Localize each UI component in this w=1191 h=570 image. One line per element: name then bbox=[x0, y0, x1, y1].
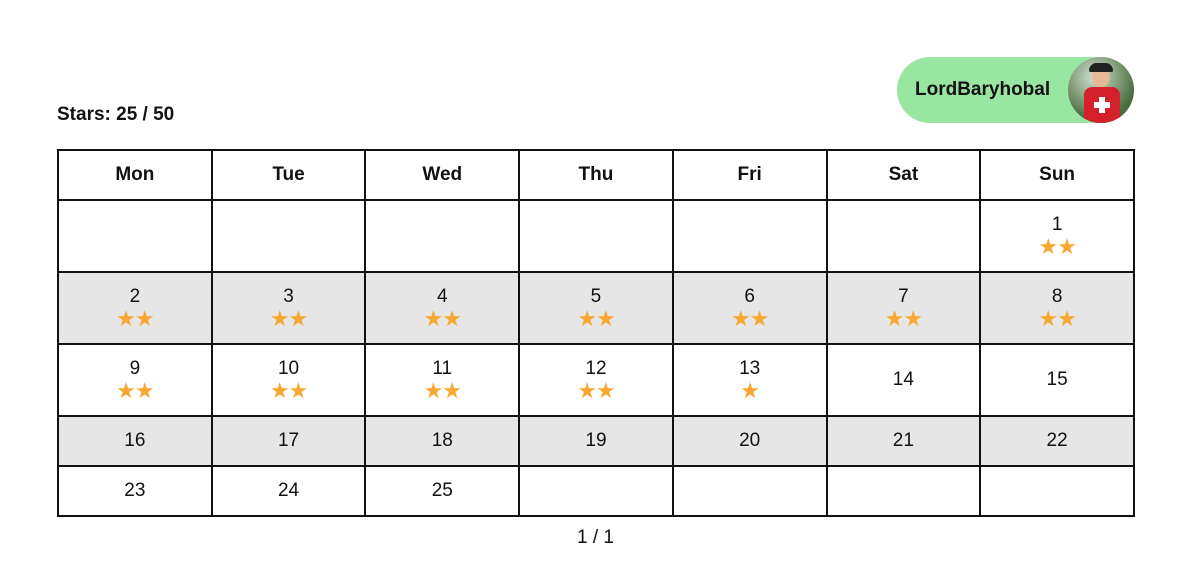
calendar-day-cell[interactable]: 25 bbox=[364, 465, 521, 517]
day-number: 23 bbox=[124, 480, 146, 501]
day-number: 16 bbox=[124, 430, 146, 451]
empty-cell bbox=[57, 199, 213, 273]
day-number: 6 bbox=[744, 286, 755, 307]
day-number: 7 bbox=[898, 286, 909, 307]
weekday-header: Wed bbox=[364, 149, 521, 201]
day-number: 21 bbox=[892, 430, 914, 451]
star-icons: ★★ bbox=[269, 306, 308, 331]
empty-cell bbox=[518, 465, 674, 517]
star-icons: ★★ bbox=[423, 378, 462, 403]
user-badge[interactable]: LordBaryhobal bbox=[897, 57, 1134, 123]
weekday-header: Mon bbox=[57, 149, 213, 201]
day-number: 3 bbox=[283, 286, 294, 307]
calendar-day-cell[interactable]: 3 ★★ bbox=[210, 271, 367, 345]
star-icons: ★★ bbox=[1038, 306, 1076, 331]
day-number: 1 bbox=[1051, 214, 1063, 235]
calendar-week-row: 23 24 25 bbox=[57, 465, 1135, 517]
day-number: 22 bbox=[1046, 430, 1068, 451]
empty-cell bbox=[979, 465, 1135, 517]
calendar-week-row: 16 17 18 19 20 21 22 bbox=[57, 415, 1135, 467]
star-icons: ★★ bbox=[423, 306, 462, 331]
star-icons: ★★ bbox=[577, 378, 615, 403]
calendar-day-cell[interactable]: 20 bbox=[671, 415, 828, 467]
day-number: 24 bbox=[277, 480, 300, 501]
empty-cell bbox=[671, 199, 828, 273]
day-number: 13 bbox=[739, 358, 761, 379]
stars-summary: Stars: 25 / 50 bbox=[57, 104, 175, 125]
calendar-day-cell[interactable]: 24 bbox=[210, 465, 367, 517]
calendar-day-cell[interactable]: 10 ★★ bbox=[210, 343, 367, 417]
calendar-day-cell[interactable]: 15 bbox=[979, 343, 1135, 417]
day-number: 2 bbox=[129, 286, 141, 307]
calendar-day-cell[interactable]: 11 ★★ bbox=[364, 343, 521, 417]
avatar bbox=[1068, 57, 1134, 123]
calendar-day-cell[interactable]: 1 ★★ bbox=[979, 199, 1135, 273]
empty-cell bbox=[825, 465, 982, 517]
calendar-day-cell[interactable]: 4 ★★ bbox=[364, 271, 521, 345]
weekday-header: Sun bbox=[979, 149, 1135, 201]
day-number: 20 bbox=[739, 430, 761, 451]
day-number: 5 bbox=[590, 286, 602, 307]
weekday-header: Sat bbox=[825, 149, 982, 201]
empty-cell bbox=[518, 199, 674, 273]
pagination: 1 / 1 bbox=[577, 527, 614, 548]
day-number: 10 bbox=[277, 358, 300, 379]
calendar-week-row: 2 ★★ 3 ★★ 4 ★★ 5 ★★ 6 ★★ 7 ★★ 8 ★★ bbox=[57, 271, 1135, 345]
calendar-header-row: Mon Tue Wed Thu Fri Sat Sun bbox=[57, 149, 1135, 201]
star-icons: ★★ bbox=[577, 306, 615, 331]
calendar-day-cell[interactable]: 5 ★★ bbox=[518, 271, 674, 345]
calendar-day-cell[interactable]: 2 ★★ bbox=[57, 271, 213, 345]
weekday-header: Fri bbox=[671, 149, 828, 201]
calendar-day-cell[interactable]: 23 bbox=[57, 465, 213, 517]
calendar-day-cell[interactable]: 22 bbox=[979, 415, 1135, 467]
empty-cell bbox=[364, 199, 521, 273]
weekday-header: Tue bbox=[210, 149, 367, 201]
star-icons: ★★ bbox=[269, 378, 308, 403]
calendar-day-cell[interactable]: 19 bbox=[518, 415, 674, 467]
day-number: 9 bbox=[129, 358, 141, 379]
day-number: 15 bbox=[1046, 369, 1068, 390]
star-icons: ★ bbox=[740, 378, 760, 403]
weekday-header: Thu bbox=[518, 149, 674, 201]
day-number: 25 bbox=[431, 480, 453, 501]
calendar-day-cell[interactable]: 8 ★★ bbox=[979, 271, 1135, 345]
day-number: 19 bbox=[585, 430, 607, 451]
calendar-day-cell[interactable]: 21 bbox=[825, 415, 982, 467]
day-number: 8 bbox=[1051, 286, 1063, 307]
calendar-day-cell[interactable]: 17 bbox=[210, 415, 367, 467]
calendar-week-row: 9 ★★ 10 ★★ 11 ★★ 12 ★★ 13 ★ 14 15 bbox=[57, 343, 1135, 417]
day-number: 14 bbox=[892, 369, 914, 390]
day-number: 11 bbox=[432, 358, 453, 379]
day-number: 18 bbox=[431, 430, 453, 451]
calendar-day-cell[interactable]: 9 ★★ bbox=[57, 343, 213, 417]
calendar-grid: Mon Tue Wed Thu Fri Sat Sun 1 ★★ 2 ★★ 3 ★★ 4 ★★ 5 ★★ 6 ★★… bbox=[57, 149, 1135, 517]
calendar-day-cell[interactable]: 6 ★★ bbox=[671, 271, 828, 345]
calendar-day-cell[interactable]: 13 ★ bbox=[671, 343, 828, 417]
username: LordBaryhobal bbox=[915, 79, 1051, 100]
star-icons: ★★ bbox=[116, 306, 154, 331]
empty-cell bbox=[671, 465, 828, 517]
star-icons: ★★ bbox=[884, 306, 923, 331]
empty-cell bbox=[825, 199, 982, 273]
star-icons: ★★ bbox=[1038, 234, 1076, 259]
calendar-day-cell[interactable]: 14 bbox=[825, 343, 982, 417]
day-number: 4 bbox=[436, 286, 448, 307]
calendar-day-cell[interactable]: 12 ★★ bbox=[518, 343, 674, 417]
day-number: 17 bbox=[277, 430, 300, 451]
calendar-day-cell[interactable]: 7 ★★ bbox=[825, 271, 982, 345]
calendar-day-cell[interactable]: 18 bbox=[364, 415, 521, 467]
calendar-week-row: 1 ★★ bbox=[57, 199, 1135, 273]
star-icons: ★★ bbox=[730, 306, 769, 331]
day-number: 12 bbox=[585, 358, 607, 379]
empty-cell bbox=[210, 199, 367, 273]
calendar-day-cell[interactable]: 16 bbox=[57, 415, 213, 467]
star-icons: ★★ bbox=[116, 378, 154, 403]
